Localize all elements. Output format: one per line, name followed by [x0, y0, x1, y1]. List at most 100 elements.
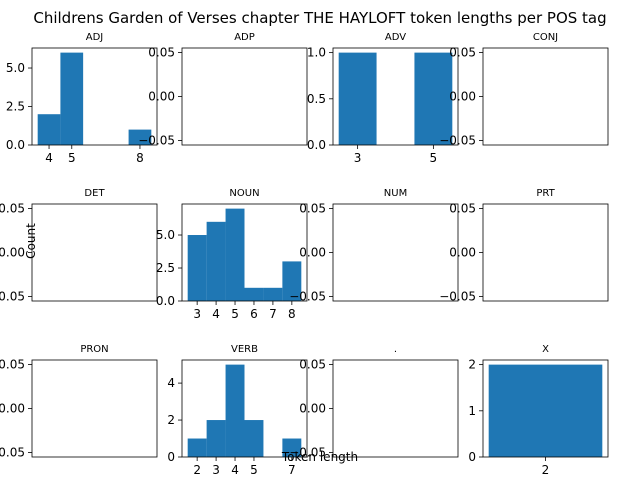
- bar-noun-5: [282, 261, 302, 301]
- subplot-title-adj: ADJ: [86, 32, 104, 43]
- subplot-num: NUM 0.05 0.00 −0.05: [289, 188, 459, 304]
- x-tick-label-adv-1: 5: [430, 151, 438, 165]
- axes-frame-x: [482, 359, 609, 458]
- subplot-noun: NOUN 3 4 5 6 7 8 0.0 2.5 5.0: [156, 188, 308, 321]
- bar-adj-0: [37, 114, 61, 145]
- bar-adv-0: [338, 52, 377, 145]
- x-tick-label-noun-2: 5: [231, 307, 239, 321]
- y-tick-label-adj-2: 5.0: [6, 61, 25, 75]
- bar-verb-3: [244, 420, 264, 457]
- y-tick-label-adp-2: −0.05: [138, 134, 175, 148]
- bar-adv-2: [414, 52, 453, 145]
- axes-frame-adp: [181, 47, 308, 146]
- y-tick-label-verb-1: 2: [167, 413, 175, 427]
- y-tick-label-adv-1: 0.5: [307, 92, 326, 106]
- y-tick-label-det-1: 0.00: [0, 246, 25, 260]
- subplot-title-adv: ADV: [385, 32, 406, 43]
- figure-title: Childrens Garden of Verses chapter THE H…: [33, 9, 606, 27]
- axes-frame-adv: [332, 47, 459, 146]
- subplot-det: DET 0.05 0.00 −0.05: [0, 188, 158, 304]
- y-tick-label-x-1: 1: [468, 404, 476, 418]
- x-axis-label: Token length: [281, 450, 358, 464]
- y-tick-label-pron-2: −0.05: [0, 446, 25, 460]
- x-tick-label-verb-2: 4: [231, 463, 239, 477]
- subplot-x: X 2 0 1 2: [468, 344, 609, 477]
- subplot-conj: CONJ 0.05 0.00 −0.05: [439, 32, 609, 148]
- y-tick-label-verb-0: 0: [167, 450, 175, 464]
- axes-frame-punct: [332, 359, 459, 458]
- y-tick-label-conj-1: 0.00: [449, 90, 476, 104]
- bar-adj-1: [60, 52, 84, 145]
- axes-frame-conj: [482, 47, 609, 146]
- x-tick-label-noun-0: 3: [193, 307, 201, 321]
- y-tick-label-noun-1: 2.5: [156, 261, 175, 275]
- bar-verb-2: [225, 364, 245, 457]
- y-tick-label-pron-0: 0.05: [0, 357, 25, 371]
- bar-verb-0: [187, 438, 207, 457]
- subplot-title-det: DET: [84, 188, 105, 199]
- y-tick-label-num-2: −0.05: [289, 290, 326, 304]
- y-tick-label-num-1: 0.00: [299, 246, 326, 260]
- y-tick-label-x-2: 2: [468, 358, 476, 372]
- y-tick-label-num-0: 0.05: [299, 201, 326, 215]
- bar-verb-1: [206, 420, 226, 457]
- x-tick-label-adj-1: 5: [68, 151, 76, 165]
- y-tick-label-prt-1: 0.00: [449, 246, 476, 260]
- axes-frame-prt: [482, 203, 609, 302]
- bar-noun-1: [206, 221, 226, 301]
- y-tick-label-punct-1: 0.00: [299, 402, 326, 416]
- y-tick-label-adj-0: 0.0: [6, 138, 25, 152]
- y-tick-label-adj-1: 2.5: [6, 100, 25, 114]
- axes-frame-det: [31, 203, 158, 302]
- x-tick-label-noun-5: 8: [288, 307, 296, 321]
- bar-noun-4: [263, 287, 283, 301]
- subplot-title-punct: .: [394, 344, 397, 355]
- y-tick-label-adp-1: 0.00: [148, 90, 175, 104]
- bar-adj-4: [128, 129, 152, 145]
- y-tick-label-conj-0: 0.05: [449, 45, 476, 59]
- subplot-punct: . 0.05 0.00 −0.05: [289, 344, 459, 460]
- subplot-title-pron: PRON: [80, 344, 108, 355]
- bar-verb-5: [282, 438, 302, 457]
- subplot-pron: PRON 0.05 0.00 −0.05: [0, 344, 158, 460]
- bar-noun-0: [187, 235, 207, 301]
- subplot-title-num: NUM: [384, 188, 407, 199]
- y-tick-label-adp-0: 0.05: [148, 45, 175, 59]
- bar-noun-3: [244, 287, 264, 301]
- subplot-title-verb: VERB: [231, 344, 258, 355]
- axes-frame-noun: [181, 203, 308, 302]
- bar-noun-2: [225, 208, 245, 301]
- subplot-adv: ADV 3 5 0.0 0.5 1.0: [307, 32, 459, 165]
- x-tick-label-adv-0: 3: [354, 151, 362, 165]
- y-tick-label-conj-2: −0.05: [439, 134, 476, 148]
- x-tick-label-noun-3: 6: [250, 307, 258, 321]
- x-tick-label-adj-2: 8: [136, 151, 144, 165]
- axes-frame-pron: [31, 359, 158, 458]
- x-tick-label-noun-1: 4: [212, 307, 220, 321]
- x-tick-label-verb-3: 5: [250, 463, 258, 477]
- subplot-title-prt: PRT: [536, 188, 555, 199]
- y-tick-label-adv-0: 0.0: [307, 138, 326, 152]
- subplot-adj: ADJ 4 5 8 0.0 2.5 5.0: [6, 32, 158, 165]
- y-tick-label-punct-0: 0.05: [299, 357, 326, 371]
- x-tick-label-adj-0: 4: [45, 151, 53, 165]
- subplot-title-adp: ADP: [234, 32, 255, 43]
- axes-frame-verb: [181, 359, 308, 458]
- x-tick-label-verb-0: 2: [193, 463, 201, 477]
- subplot-prt: PRT 0.05 0.00 −0.05: [439, 188, 609, 304]
- y-tick-label-punct-2: −0.05: [289, 446, 326, 460]
- bar-x-0: [488, 364, 603, 457]
- y-tick-label-det-0: 0.05: [0, 201, 25, 215]
- x-tick-label-verb-1: 3: [212, 463, 220, 477]
- axes-frame-adj: [31, 47, 158, 146]
- y-tick-label-adv-2: 1.0: [307, 46, 326, 60]
- y-tick-label-noun-0: 0.0: [156, 294, 175, 308]
- subplot-adp: ADP 0.05 0.00 −0.05: [138, 32, 308, 148]
- x-tick-label-noun-4: 7: [269, 307, 277, 321]
- y-tick-label-verb-2: 4: [167, 376, 175, 390]
- subplot-title-x: X: [542, 344, 549, 355]
- y-tick-label-prt-0: 0.05: [449, 201, 476, 215]
- y-tick-label-pron-1: 0.00: [0, 402, 25, 416]
- y-tick-label-noun-2: 5.0: [156, 228, 175, 242]
